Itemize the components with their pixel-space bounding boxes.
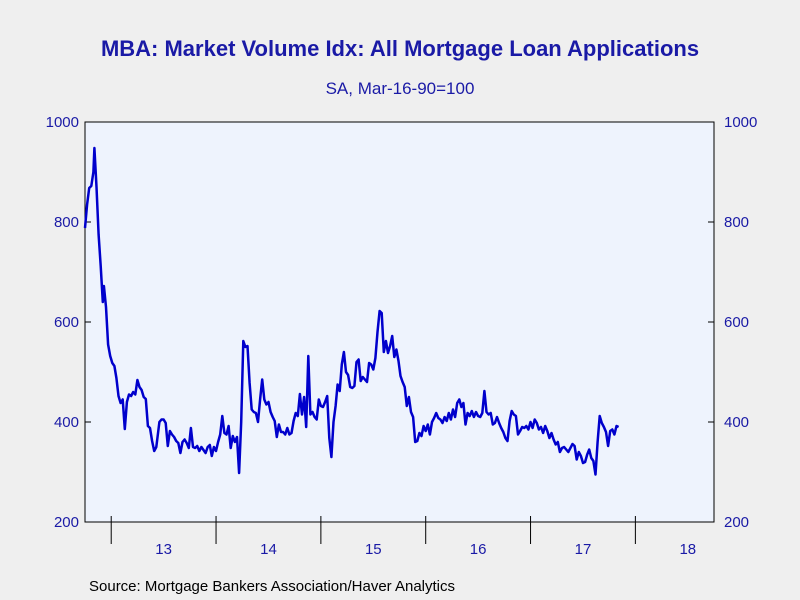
xtick-label-5: 18 [679, 541, 696, 558]
ytick-label-left-2: 600 [54, 314, 79, 331]
ytick-label-right-1: 400 [724, 414, 749, 431]
xtick-label-0: 13 [155, 541, 172, 558]
chart-title: MBA: Market Volume Idx: All Mortgage Loa… [100, 36, 700, 61]
source-note: Source: Mortgage Bankers Association/Hav… [89, 578, 456, 595]
x-axis [110, 516, 636, 544]
xtick-label-4: 17 [575, 541, 592, 558]
ytick-label-left-4: 1000 [46, 114, 79, 131]
tick-labels: 200 200 400 400 600 600 800 800 1000 1000 13 14 15 16… [46, 114, 758, 558]
xtick-label-1: 14 [260, 541, 277, 558]
ytick-label-right-3: 800 [724, 214, 749, 231]
ytick-label-right-4: 1000 [724, 114, 757, 131]
ytick-label-left-3: 800 [54, 214, 79, 231]
ytick-label-left-0: 200 [54, 514, 79, 531]
ytick-label-left-1: 400 [54, 414, 79, 431]
ytick-label-right-2: 600 [724, 314, 749, 331]
chart-subtitle: SA, Mar-16-90=100 [325, 79, 475, 98]
axis-ticks [85, 121, 714, 523]
ytick-label-right-0: 200 [724, 514, 749, 531]
xtick-label-3: 16 [470, 541, 487, 558]
series-line [83, 146, 620, 476]
xtick-label-2: 15 [365, 541, 382, 558]
plot-area [84, 121, 715, 523]
